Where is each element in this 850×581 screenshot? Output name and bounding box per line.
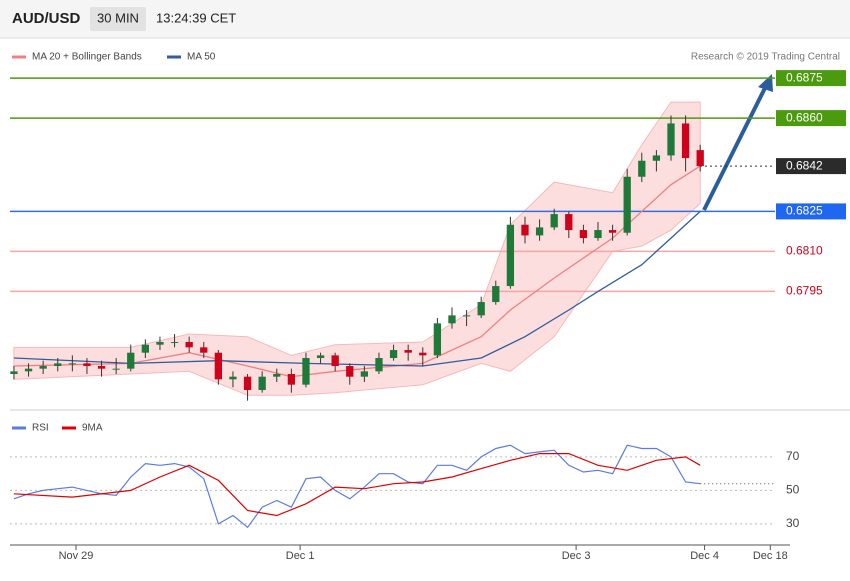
candle-body bbox=[156, 342, 164, 345]
candle-body bbox=[229, 376, 237, 380]
candle-body bbox=[638, 160, 646, 177]
candle-body bbox=[404, 350, 412, 353]
x-tick-label: Dec 3 bbox=[562, 550, 591, 562]
candle-body bbox=[170, 342, 179, 344]
forecast-arrow bbox=[702, 85, 768, 211]
level-label: 0.6875 bbox=[786, 70, 823, 84]
timeframe-box bbox=[90, 7, 146, 31]
candle-body bbox=[608, 230, 617, 233]
candle-body bbox=[477, 302, 485, 316]
symbol: AUD/USD bbox=[12, 10, 81, 27]
candle-body bbox=[10, 371, 18, 375]
candle-body bbox=[579, 230, 588, 239]
candle-body bbox=[375, 358, 383, 372]
bollinger-band bbox=[13, 101, 701, 396]
x-tick-label: Dec 4 bbox=[690, 550, 719, 562]
x-tick-label: Nov 29 bbox=[59, 550, 94, 562]
candle-body bbox=[594, 230, 602, 239]
candle-body bbox=[258, 376, 266, 391]
candle-body bbox=[39, 366, 47, 369]
candle-body bbox=[302, 358, 310, 385]
time: 13:24:39 CET bbox=[156, 10, 236, 25]
level-label-box bbox=[776, 70, 846, 87]
level-label: 0.6825 bbox=[786, 204, 823, 218]
candle-body bbox=[331, 355, 339, 367]
level-label-box bbox=[776, 203, 846, 220]
candle-body bbox=[492, 286, 500, 303]
timeframe: 30 MIN bbox=[97, 10, 139, 25]
candle-body bbox=[550, 214, 558, 228]
moving-average bbox=[13, 210, 701, 367]
candle-body bbox=[200, 347, 208, 353]
candle-body bbox=[433, 323, 442, 356]
level-label-box bbox=[776, 158, 846, 175]
candle-body bbox=[112, 368, 120, 370]
candle-body bbox=[83, 363, 91, 367]
x-tick-label: Dec 18 bbox=[753, 550, 788, 562]
level-label: 0.6842 bbox=[786, 158, 823, 172]
y-tick-label: 30 bbox=[786, 516, 800, 530]
candle-body bbox=[535, 227, 544, 236]
candle-body bbox=[448, 315, 456, 324]
x-tick-label: Dec 1 bbox=[286, 550, 315, 562]
candle-body bbox=[565, 214, 573, 231]
candle-body bbox=[462, 315, 471, 317]
level-label: 0.6795 bbox=[786, 284, 823, 298]
candle-body bbox=[54, 363, 62, 367]
series-line bbox=[13, 444, 701, 529]
level-label-box bbox=[776, 110, 846, 127]
credit: Research © 2019 Trading Central bbox=[691, 52, 840, 63]
candle-body bbox=[68, 363, 76, 365]
candle-body bbox=[696, 150, 704, 167]
level-label: 0.6860 bbox=[786, 110, 823, 124]
candle-body bbox=[419, 352, 427, 356]
candle-body bbox=[521, 224, 529, 236]
level-label-box bbox=[776, 243, 846, 260]
candle-body bbox=[287, 374, 296, 385]
candle-body bbox=[214, 352, 223, 380]
candle-body bbox=[273, 374, 281, 377]
candle-body bbox=[127, 352, 135, 369]
candle-body bbox=[243, 376, 252, 391]
candle-body bbox=[24, 368, 33, 372]
level-label: 0.6810 bbox=[786, 244, 823, 258]
legend-label: MA 50 bbox=[187, 52, 216, 63]
candle-body bbox=[389, 350, 398, 359]
candle-body bbox=[360, 371, 369, 377]
y-tick-label: 70 bbox=[786, 449, 800, 463]
candle-body bbox=[652, 155, 661, 161]
candle-body bbox=[185, 342, 193, 348]
candle-body bbox=[346, 366, 354, 377]
legend-label: MA 20 + Bollinger Bands bbox=[32, 52, 142, 63]
candle-body bbox=[667, 123, 675, 156]
moving-average bbox=[13, 165, 701, 378]
candle-body bbox=[141, 344, 150, 353]
legend-label: RSI bbox=[32, 423, 49, 434]
candle-body bbox=[681, 123, 690, 159]
candle-body bbox=[316, 355, 325, 359]
candle-body bbox=[623, 176, 631, 233]
forecast-arrow-head bbox=[758, 74, 773, 92]
candle-body bbox=[97, 366, 106, 369]
y-tick-label: 50 bbox=[786, 483, 800, 497]
series-line bbox=[13, 453, 701, 517]
candle-body bbox=[506, 224, 515, 287]
level-label-box bbox=[776, 283, 846, 300]
legend-label: 9MA bbox=[82, 423, 103, 434]
